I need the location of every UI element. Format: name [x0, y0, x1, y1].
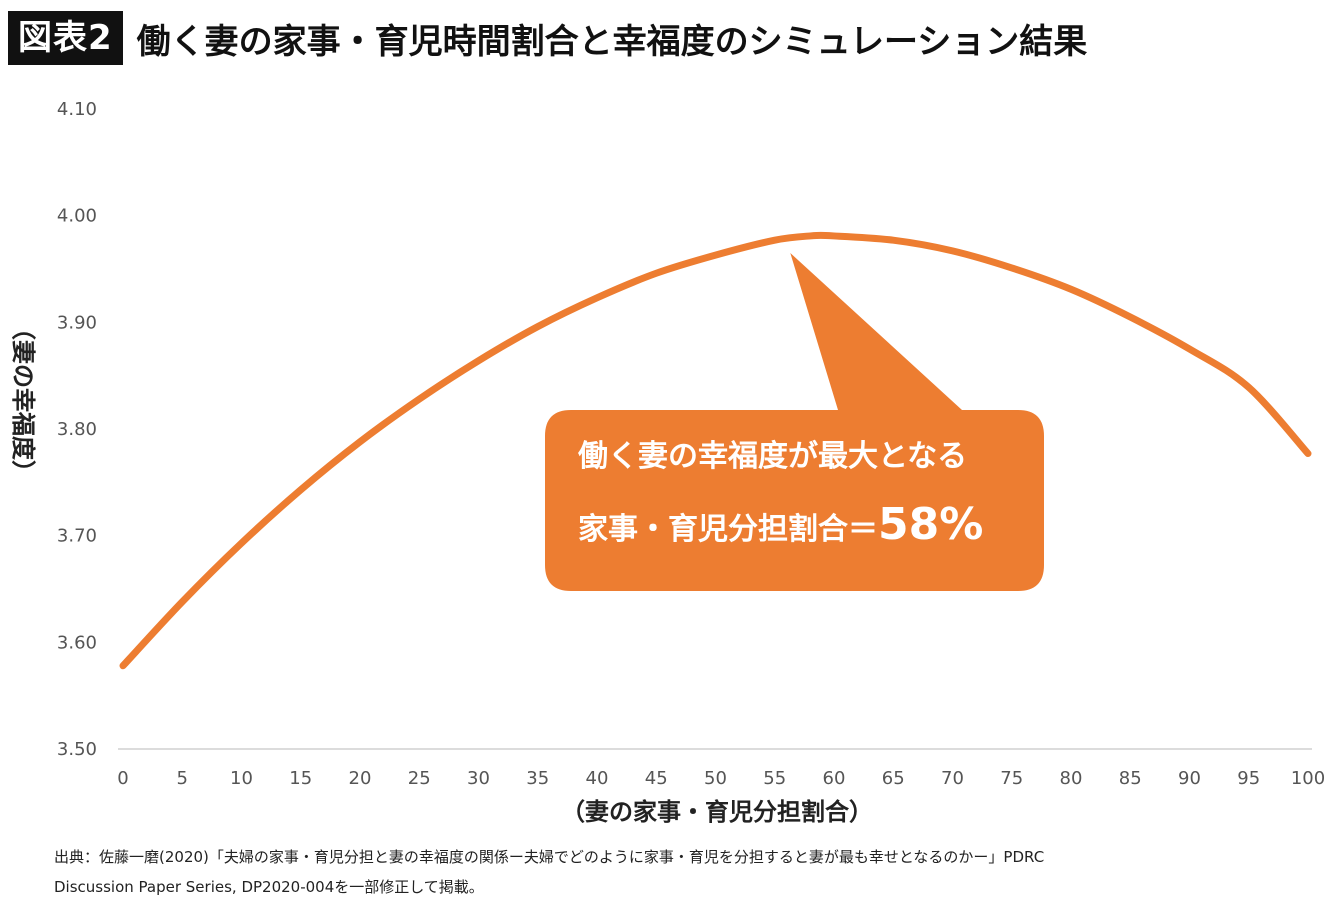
callout-line-1: 働く妻の幸福度が最大となる [577, 439, 967, 474]
callout-value: 58% [878, 499, 983, 550]
x-axis-title: （妻の家事・育児分担割合） [561, 798, 873, 826]
x-tick-label: 65 [882, 768, 905, 789]
chart-title: 働く妻の家事・育児時間割合と幸福度のシミュレーション結果 [136, 21, 1088, 62]
figure-number-badge: 図表2 [8, 11, 123, 65]
x-axis-ticks: 0 5 10 15 20 25 30 35 40 45 50 55 60 65 70 75 80 85 90 95 10… [117, 768, 1325, 789]
x-tick-label: 35 [526, 768, 549, 789]
x-tick-label: 90 [1178, 768, 1201, 789]
y-tick-label: 3.80 [57, 419, 97, 440]
x-tick-label: 5 [177, 768, 188, 789]
y-tick-label: 3.90 [57, 312, 97, 333]
source-note: 出典：佐藤一磨(2020)「夫婦の家事・育児分担と妻の幸福度の関係ー夫婦でどのよ… [54, 842, 1314, 902]
x-tick-label: 0 [117, 768, 128, 789]
x-tick-label: 15 [289, 768, 312, 789]
x-tick-label: 100 [1291, 768, 1325, 789]
x-tick-label: 95 [1237, 768, 1260, 789]
x-tick-label: 40 [586, 768, 609, 789]
y-tick-label: 4.10 [57, 99, 97, 120]
x-tick-label: 60 [823, 768, 846, 789]
x-tick-label: 10 [230, 768, 253, 789]
x-tick-label: 75 [1000, 768, 1023, 789]
callout-box [545, 253, 1044, 591]
x-tick-label: 30 [467, 768, 490, 789]
y-tick-label: 3.50 [57, 739, 97, 760]
y-axis-title: （妻の幸福度） [9, 316, 37, 484]
x-tick-label: 85 [1119, 768, 1142, 789]
x-tick-label: 50 [704, 768, 727, 789]
y-axis-ticks: 3.50 3.60 3.70 3.80 3.90 4.00 4.10 [57, 99, 97, 760]
x-tick-label: 20 [349, 768, 372, 789]
x-tick-label: 80 [1060, 768, 1083, 789]
source-line-2: Discussion Paper Series, DP2020-004を一部修正… [54, 878, 484, 896]
y-tick-label: 3.70 [57, 526, 97, 547]
x-tick-label: 25 [408, 768, 431, 789]
x-tick-label: 45 [645, 768, 668, 789]
callout-line-2: 家事・育児分担割合＝58% [578, 499, 983, 550]
chart-title-bar: 図表2 働く妻の家事・育児時間割合と幸福度のシミュレーション結果 [8, 10, 1087, 66]
x-tick-label: 55 [763, 768, 786, 789]
y-tick-label: 3.60 [57, 632, 97, 653]
callout-label: 家事・育児分担割合＝ [578, 512, 878, 547]
peak-callout: 働く妻の幸福度が最大となる 家事・育児分担割合＝58% [545, 253, 1044, 591]
y-tick-label: 4.00 [57, 206, 97, 227]
x-tick-label: 70 [941, 768, 964, 789]
source-line-1: 出典：佐藤一磨(2020)「夫婦の家事・育児分担と妻の幸福度の関係ー夫婦でどのよ… [54, 848, 1045, 866]
series-line [119, 231, 1312, 670]
